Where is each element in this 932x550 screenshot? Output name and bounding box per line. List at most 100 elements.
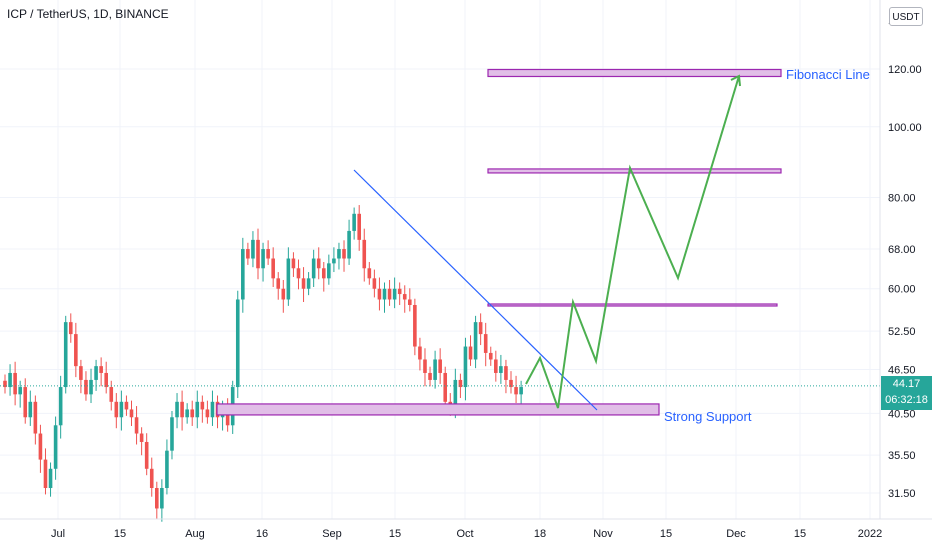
candle — [337, 242, 341, 270]
candles — [3, 205, 523, 522]
candle — [499, 354, 503, 384]
candle — [382, 282, 387, 313]
candle — [438, 348, 442, 384]
candle — [306, 272, 311, 296]
candle — [23, 378, 28, 424]
candle-body — [261, 249, 265, 269]
candle — [139, 427, 144, 456]
candle — [170, 410, 174, 460]
candle — [321, 261, 326, 292]
time-tick-label: Jul — [51, 528, 65, 540]
candle-body — [266, 249, 270, 259]
price-axis[interactable]: 120.00 100.00 80.00 68.00 60.00 52.50 46.50 40.… — [888, 15, 922, 500]
candle-body — [8, 372, 12, 388]
candle — [494, 350, 498, 382]
resistance-level-zone[interactable] — [487, 168, 782, 174]
time-tick-label: Nov — [593, 528, 613, 540]
candle — [251, 231, 255, 268]
candle-body — [89, 379, 93, 395]
candle — [195, 390, 200, 429]
candle-body — [438, 359, 442, 373]
candle-body — [286, 258, 291, 300]
candle — [43, 448, 48, 495]
candle — [18, 380, 22, 408]
candle — [402, 285, 407, 313]
candle-body — [38, 433, 43, 460]
candle — [458, 373, 463, 399]
gridlines — [0, 0, 880, 519]
candle — [104, 361, 108, 394]
candle-body — [494, 359, 498, 373]
candle-body — [499, 366, 503, 373]
candle-body — [408, 299, 412, 305]
candle — [79, 359, 83, 394]
candle-body — [413, 304, 417, 347]
candle-body — [392, 288, 397, 300]
candle-body — [84, 379, 88, 395]
candle — [84, 371, 88, 401]
candle — [149, 457, 154, 497]
candle — [483, 322, 488, 367]
candle-body — [276, 278, 281, 289]
projection-path[interactable] — [525, 74, 741, 409]
candle — [281, 279, 286, 313]
candle-body — [235, 299, 240, 388]
candle-body — [372, 278, 377, 289]
candle-body — [382, 288, 387, 300]
time-tick-label: 15 — [794, 528, 806, 540]
currency-unit-button[interactable]: USDT — [889, 7, 923, 26]
candle — [276, 272, 281, 300]
time-axis[interactable]: Jul 15 Aug 16 Sep 15 Oct 18 Nov 15 Dec 15 2022 — [51, 528, 882, 540]
fibonacci-line-label: Fibonacci Line — [786, 67, 870, 82]
candle-body — [74, 334, 78, 367]
price-tick-label: 31.50 — [888, 488, 916, 500]
price-tick-label: 100.00 — [888, 122, 922, 134]
fibonacci-level-zone[interactable] — [487, 68, 782, 78]
candle — [357, 205, 361, 251]
price-tick-label: 60.00 — [888, 284, 916, 296]
price-tick-label: 35.50 — [888, 450, 916, 462]
candle-body — [362, 239, 367, 269]
strong-support-label: Strong Support — [664, 409, 752, 424]
strong-support-zone[interactable] — [216, 403, 660, 416]
candle-body — [170, 417, 174, 451]
candle-body — [433, 359, 437, 380]
candle — [468, 335, 473, 366]
candle — [119, 390, 124, 431]
candle-body — [63, 322, 68, 388]
candle-body — [129, 409, 134, 418]
candle-body — [423, 359, 427, 373]
candle — [296, 259, 301, 290]
candle — [519, 380, 523, 406]
candle-body — [468, 346, 473, 360]
candle-body — [109, 387, 114, 402]
candle — [48, 462, 53, 497]
candle — [200, 395, 205, 423]
candle — [33, 395, 38, 445]
candle-body — [165, 450, 169, 489]
intermediate-level-line[interactable] — [487, 303, 778, 307]
descending-trendline[interactable] — [353, 169, 598, 411]
candle-body — [23, 387, 28, 418]
candle — [473, 315, 478, 369]
candle-body — [342, 249, 346, 259]
candle — [504, 359, 508, 394]
candle — [114, 393, 119, 429]
candle — [63, 315, 68, 394]
candle-body — [504, 366, 508, 380]
candle — [387, 279, 392, 306]
candle-body — [321, 268, 326, 279]
candle — [68, 313, 73, 343]
candle-body — [195, 401, 200, 418]
candle — [256, 228, 260, 280]
candle-body — [483, 334, 488, 353]
candle-body — [58, 387, 63, 426]
candle-body — [124, 401, 129, 410]
horizontal-levels[interactable] — [216, 68, 782, 416]
candle — [291, 252, 296, 277]
candle — [286, 247, 291, 306]
price-tick-label: 120.00 — [888, 64, 922, 76]
candle-body — [473, 322, 478, 360]
candle — [271, 247, 275, 288]
